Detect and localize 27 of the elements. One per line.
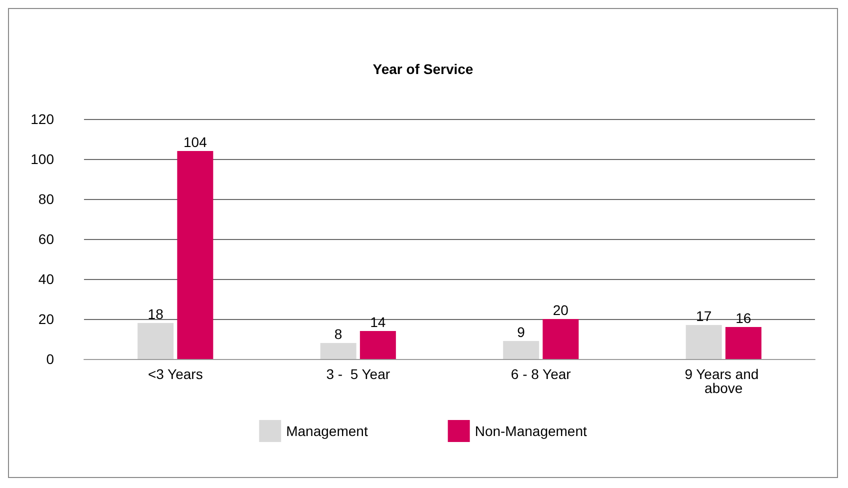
data-label: 104	[183, 134, 208, 150]
legend-label: Management	[286, 423, 368, 439]
bar	[320, 343, 356, 359]
y-tick-label: 80	[38, 191, 54, 207]
bar	[725, 327, 762, 359]
y-tick-label: 40	[38, 271, 54, 287]
x-tick-label: <3 Years	[148, 366, 203, 382]
bar	[503, 341, 540, 359]
x-tick-label: 6 - 8 Year	[510, 366, 572, 382]
data-label: 9	[517, 324, 526, 340]
y-tick-label: 60	[38, 231, 54, 247]
bar	[360, 331, 396, 359]
x-tick-label: 9 Years and above	[684, 366, 763, 396]
data-label: 20	[552, 302, 569, 318]
data-label: 8	[334, 326, 342, 342]
y-tick-label: 0	[46, 351, 54, 367]
x-tick-label: 3 - 5 Year	[326, 366, 390, 382]
data-label: 18	[148, 306, 164, 322]
y-tick-label: 20	[38, 311, 54, 327]
chart-title: Year of Service	[372, 61, 474, 77]
y-tick-label: 120	[30, 111, 54, 127]
bar	[686, 325, 722, 359]
bar	[177, 151, 214, 359]
bar	[542, 319, 579, 359]
y-tick-label: 100	[30, 151, 54, 167]
legend-label: Non-Management	[474, 423, 587, 439]
bar	[138, 323, 174, 359]
